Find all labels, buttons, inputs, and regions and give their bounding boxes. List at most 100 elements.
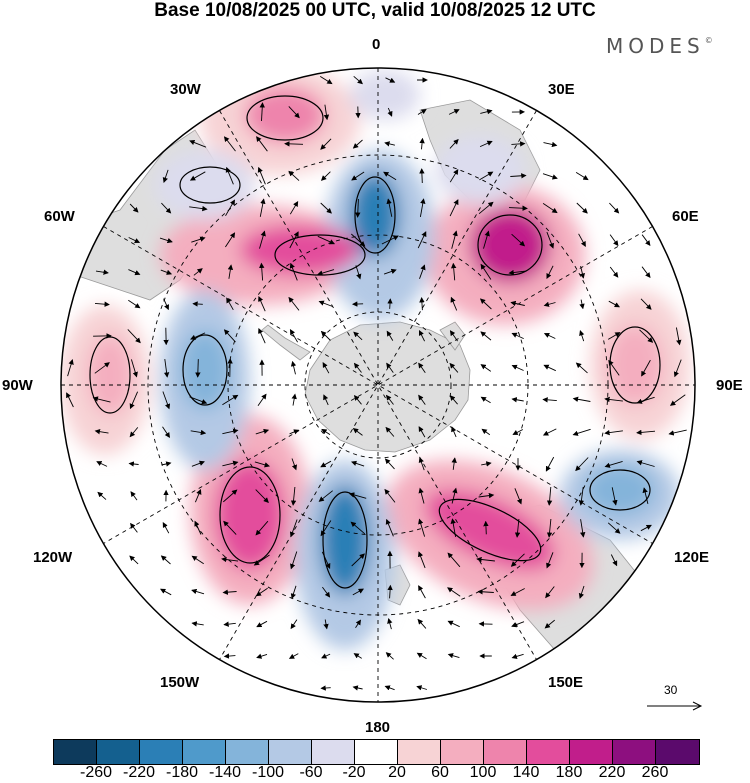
wind-vector <box>543 141 558 148</box>
wind-vector <box>418 457 425 471</box>
wind-vector <box>417 109 427 115</box>
wind-vector <box>256 620 268 628</box>
colorbar-cell <box>97 740 140 764</box>
wind-vector <box>130 522 138 533</box>
wind-vector <box>510 588 525 596</box>
wind-vector <box>351 171 365 181</box>
anomaly-halo <box>350 70 420 120</box>
wind-vector <box>668 429 687 436</box>
wind-vector <box>322 586 331 598</box>
wind-vector <box>318 490 333 502</box>
wind-vector <box>419 297 425 311</box>
colorbar-tick-label: -140 <box>208 764 242 781</box>
colorbar-cell <box>183 740 226 764</box>
wind-vector <box>641 234 651 247</box>
latitude-circle <box>304 311 452 459</box>
wind-vector <box>636 396 655 404</box>
wind-vector <box>289 329 298 343</box>
wind-vector <box>253 554 270 566</box>
wind-vector <box>351 553 365 567</box>
lon-label-90w: 90W <box>2 377 33 394</box>
wind-vector <box>289 262 298 281</box>
wind-vector <box>290 585 297 600</box>
wind-vector <box>546 486 553 506</box>
wind-vector <box>352 588 364 596</box>
wind-vector <box>642 487 649 505</box>
wind-vector <box>194 488 202 503</box>
wind-vector <box>350 521 366 535</box>
wind-vector <box>96 461 108 467</box>
wind-vector <box>575 362 588 374</box>
anomaly-halo <box>435 135 525 205</box>
wind-vector <box>222 589 237 595</box>
reference-vector-label: 30 <box>664 683 678 697</box>
wind-vector <box>128 461 139 467</box>
wind-vector <box>387 298 393 309</box>
streamline-loop <box>322 491 368 589</box>
wind-vector <box>320 202 332 214</box>
wind-vector <box>223 136 236 152</box>
wind-vector <box>320 520 332 537</box>
wind-vector <box>576 202 588 214</box>
wind-vector <box>259 230 266 249</box>
wind-vector <box>289 519 298 538</box>
wind-vector <box>447 552 461 568</box>
wind-vector <box>479 171 494 181</box>
wind-vector <box>195 359 201 378</box>
wind-vector <box>418 329 426 342</box>
wind-vector <box>449 395 458 405</box>
wind-vector <box>256 653 268 659</box>
wind-vector <box>451 457 457 470</box>
wind-vector <box>543 301 556 307</box>
wind-vector <box>609 266 619 278</box>
colorbar-tick-label: 100 <box>469 764 497 781</box>
wind-vector <box>508 205 528 211</box>
wind-vector <box>477 589 494 595</box>
meridian <box>103 226 653 544</box>
colorbar-cell <box>656 740 699 764</box>
wind-vector <box>450 296 458 311</box>
anomaly-cell-low-south-of-australia <box>585 465 655 515</box>
wind-vector <box>579 299 585 310</box>
wind-vector <box>222 428 239 435</box>
wind-vector <box>385 77 396 83</box>
wind-vector <box>578 487 585 506</box>
wind-vector <box>289 429 300 435</box>
anomaly-cell-low-southeast-pacific <box>180 330 230 410</box>
wind-vector <box>319 76 333 85</box>
wind-vector <box>510 300 525 307</box>
wind-vector <box>129 427 139 438</box>
wind-vector <box>449 169 459 183</box>
wind-vector <box>351 460 365 467</box>
wind-vector <box>418 551 426 569</box>
wind-vector <box>129 203 139 213</box>
wind-vector <box>225 166 234 185</box>
streamline-loop <box>589 469 651 511</box>
wind-vector <box>193 268 203 276</box>
wind-vector <box>162 391 171 410</box>
wind-vector <box>191 236 206 243</box>
wind-vector <box>416 652 427 660</box>
lon-label-120e: 120E <box>674 549 710 566</box>
wind-vector <box>447 587 461 597</box>
wind-vector <box>321 428 331 435</box>
anomaly-cell-high-eastern-pacific-90w <box>88 335 132 415</box>
wind-vector <box>353 395 362 405</box>
wind-vector <box>353 653 362 659</box>
wind-vector <box>160 269 173 275</box>
wind-vector <box>575 172 589 181</box>
lon-label-60e: 60E <box>672 208 699 225</box>
map-border <box>60 67 696 703</box>
wind-vector <box>607 522 621 534</box>
wind-vector <box>92 396 111 403</box>
wind-vector <box>449 330 458 342</box>
wind-vector <box>259 198 266 217</box>
wind-vector <box>353 331 363 341</box>
wind-vector <box>418 426 426 438</box>
wind-vector <box>321 551 331 570</box>
wind-vector <box>387 618 393 630</box>
wind-vector <box>385 426 395 437</box>
wind-vector <box>545 456 555 472</box>
wind-vector <box>385 652 394 660</box>
wind-vector <box>223 329 236 343</box>
